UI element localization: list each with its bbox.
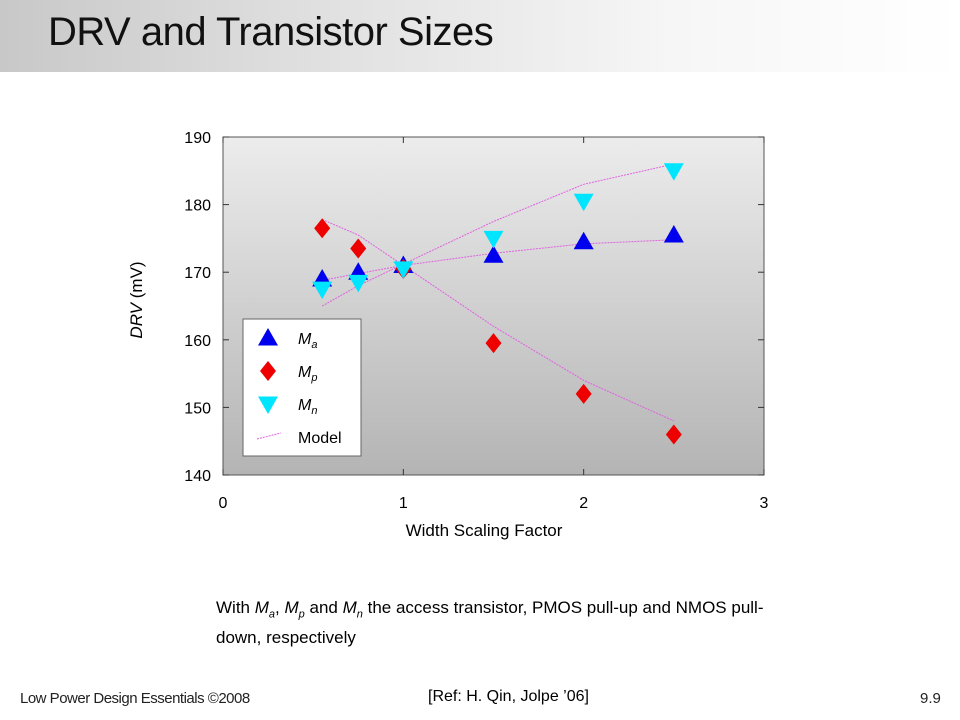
y-tick-label: 180: [184, 198, 211, 215]
legend: Ma Mp Mn Model: [242, 318, 362, 457]
x-axis-label: Width Scaling Factor: [406, 521, 563, 540]
y-axis-label: DRV (mV): [127, 261, 146, 338]
page-number: 9.9: [920, 690, 941, 707]
data-point-ma: [663, 225, 684, 243]
legend-label-mp: Mp: [298, 364, 317, 384]
footer-left: Low Power Design Essentials ©2008: [20, 690, 250, 707]
data-point-mp: [314, 218, 331, 239]
legend-marker-ma: [258, 328, 278, 346]
y-tick-label: 190: [184, 130, 211, 147]
data-point-mp: [350, 238, 367, 259]
legend-marker-mn: [258, 396, 278, 414]
data-point-ma: [573, 231, 594, 250]
data-point-mn: [312, 281, 333, 300]
data-point-mn: [393, 261, 414, 279]
caption: With Ma, Mp and Mn the access transistor…: [216, 598, 764, 648]
legend-label-mn: Mn: [298, 397, 317, 417]
model-line: [321, 163, 674, 307]
legend-marker-mp: [260, 361, 276, 381]
footer-reference: [Ref: H. Qin, Jolpe ’06]: [428, 688, 589, 705]
x-tick-label: 0: [219, 495, 228, 512]
x-tick-label: 2: [579, 495, 588, 512]
data-point-mn: [573, 193, 594, 212]
y-tick-label: 150: [184, 400, 211, 417]
x-tick-label: 1: [399, 495, 408, 512]
data-point-mn: [663, 163, 684, 181]
data-point-mp: [665, 424, 682, 445]
y-tick-label: 170: [184, 265, 211, 282]
legend-label-ma: Ma: [298, 331, 317, 351]
legend-label-model: Model: [298, 430, 342, 447]
data-point-mp: [575, 383, 592, 404]
title-bar: [0, 0, 960, 72]
slide-title: DRV and Transistor Sizes: [48, 10, 494, 54]
data-point-ma: [483, 245, 504, 263]
y-tick-label: 140: [184, 468, 211, 485]
y-tick-label: 160: [184, 333, 211, 350]
data-point-mp: [485, 333, 502, 354]
model-line: [321, 219, 675, 422]
data-point-mn: [348, 274, 369, 293]
legend-marker-model: [256, 432, 282, 440]
x-tick-label: 3: [760, 495, 769, 512]
data-point-mn: [483, 230, 504, 249]
